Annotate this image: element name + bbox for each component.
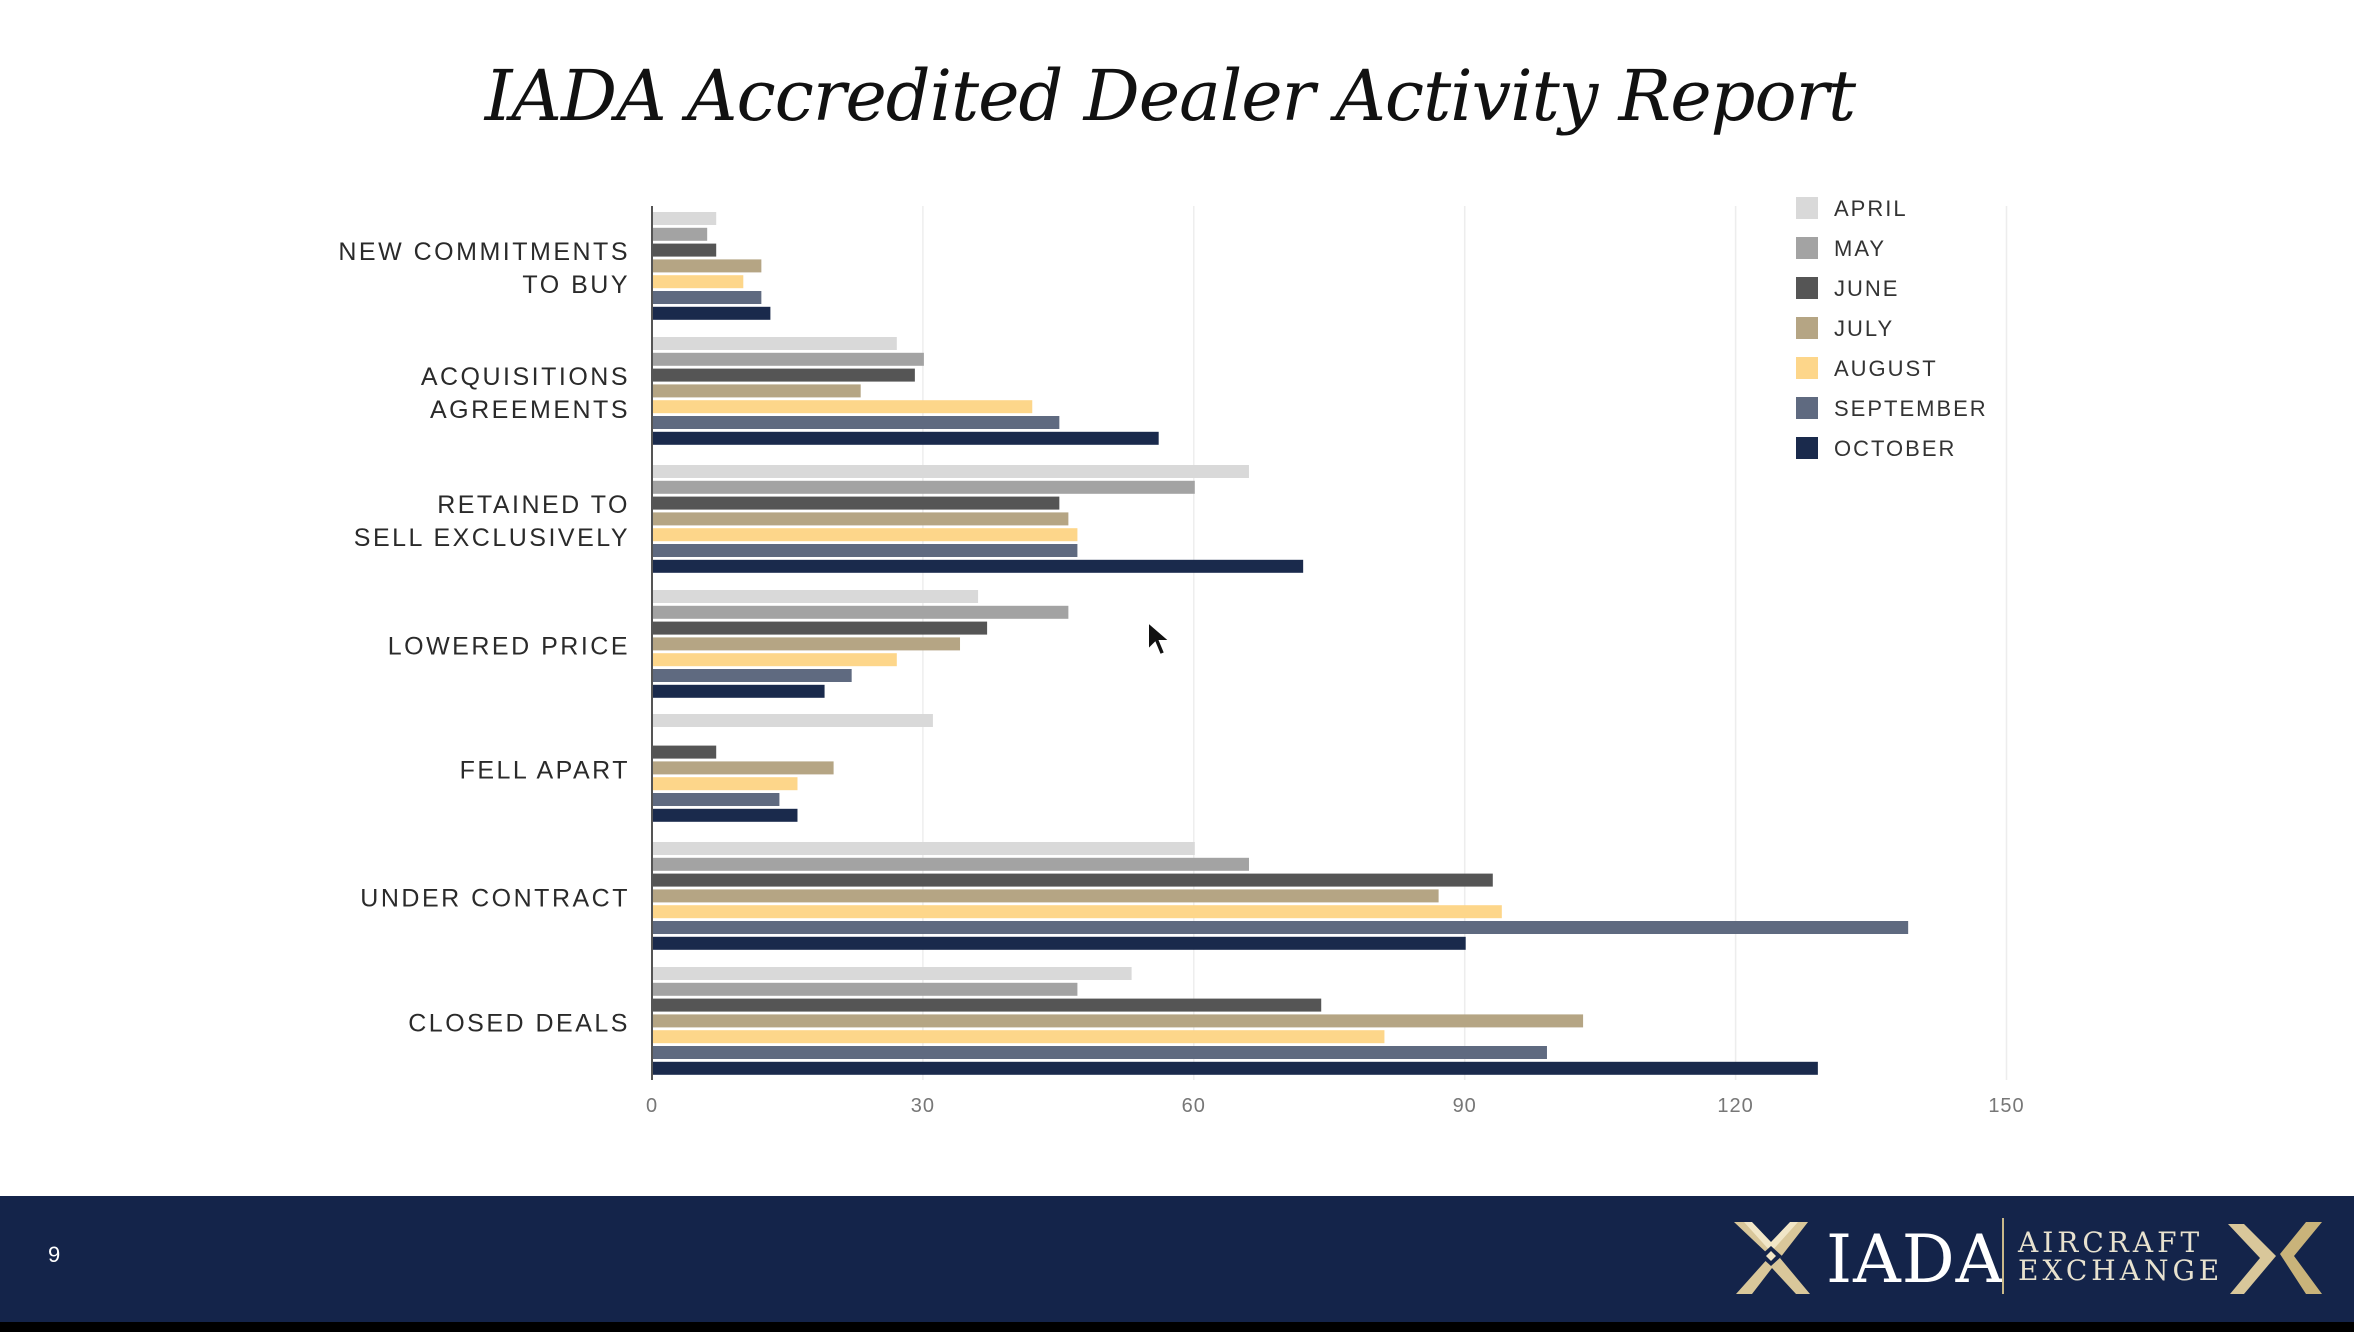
bar-august-4 <box>653 777 798 791</box>
bar-october-6 <box>653 1061 1818 1075</box>
bar-may-1 <box>653 352 924 366</box>
legend: APRIL MAY JUNE JULY AUGUST SEPTEMBER OCTOBER <box>1796 196 1988 461</box>
bar-october-2 <box>653 559 1304 573</box>
legend-swatch-may <box>1796 237 1818 259</box>
bar-june-5 <box>653 873 1493 887</box>
category-label: FELL APART <box>460 756 630 784</box>
legend-swatch-august <box>1796 357 1818 379</box>
bar-october-5 <box>653 936 1466 950</box>
x-tick-labels: 0 30 60 90 120 150 <box>646 1095 2024 1117</box>
category-label: TO BUY <box>522 271 630 299</box>
bar-chart: NEW COMMITMENTS TO BUY ACQUISITIONS AGREEME… <box>338 196 2024 1117</box>
bar-september-0 <box>653 291 762 304</box>
bars <box>653 212 1909 1075</box>
legend-label-september: SEPTEMBER <box>1834 396 1988 421</box>
bar-april-3 <box>653 590 979 603</box>
bar-september-6 <box>653 1046 1547 1059</box>
bar-july-6 <box>653 1014 1584 1028</box>
bar-july-3 <box>653 637 961 651</box>
bar-april-0 <box>653 212 717 225</box>
legend-label-october: OCTOBER <box>1834 436 1956 461</box>
bar-september-2 <box>653 544 1078 557</box>
grid-lines <box>922 206 2008 1080</box>
legend-label-april: APRIL <box>1834 196 1908 221</box>
bar-july-5 <box>653 889 1439 903</box>
logo-divider <box>2002 1218 2004 1294</box>
legend-swatch-october <box>1796 437 1818 459</box>
x-tick-label: 90 <box>1453 1095 1477 1117</box>
bar-october-4 <box>653 808 798 822</box>
logo-sub-line1: AIRCRAFT <box>2018 1226 2204 1259</box>
bar-september-1 <box>653 416 1060 429</box>
category-labels: NEW COMMITMENTS TO BUY ACQUISITIONS AGREEME… <box>338 238 630 1038</box>
legend-label-june: JUNE <box>1834 276 1899 301</box>
bar-october-3 <box>653 684 825 698</box>
bar-september-4 <box>653 793 780 806</box>
bar-september-3 <box>653 669 852 682</box>
bar-april-4 <box>653 714 933 727</box>
bar-october-0 <box>653 306 771 320</box>
bar-may-0 <box>653 227 708 241</box>
screen-bottom-edge <box>0 1322 2354 1332</box>
category-label: AGREEMENTS <box>430 396 630 424</box>
bar-june-4 <box>653 745 717 759</box>
bar-april-5 <box>653 842 1195 855</box>
bar-june-2 <box>653 496 1060 510</box>
legend-swatch-june <box>1796 277 1818 299</box>
bar-july-4 <box>653 761 834 775</box>
bar-august-2 <box>653 528 1078 542</box>
category-label: SELL EXCLUSIVELY <box>354 524 630 552</box>
bar-may-3 <box>653 605 1069 619</box>
exchange-x-mark-icon <box>2228 1222 2322 1294</box>
bar-august-1 <box>653 400 1033 414</box>
bar-may-2 <box>653 480 1195 494</box>
category-label: LOWERED PRICE <box>388 632 630 660</box>
bar-august-6 <box>653 1030 1385 1044</box>
legend-swatch-april <box>1796 197 1818 219</box>
x-tick-label: 0 <box>646 1095 658 1117</box>
legend-label-may: MAY <box>1834 236 1886 261</box>
x-tick-label: 60 <box>1182 1095 1206 1117</box>
category-label: RETAINED TO <box>437 491 630 519</box>
bar-august-3 <box>653 653 897 667</box>
bar-may-6 <box>653 982 1078 996</box>
page-number: 9 <box>48 1242 61 1267</box>
bar-october-1 <box>653 431 1159 445</box>
legend-label-august: AUGUST <box>1834 356 1938 381</box>
logo-wordmark: IADA <box>1826 1221 2005 1298</box>
x-tick-label: 30 <box>911 1095 935 1117</box>
bar-april-2 <box>653 465 1249 478</box>
category-label: ACQUISITIONS <box>421 363 630 391</box>
bar-june-0 <box>653 243 717 257</box>
bar-september-5 <box>653 921 1909 934</box>
category-label: NEW COMMITMENTS <box>338 238 630 266</box>
bar-july-1 <box>653 384 861 398</box>
bar-may-5 <box>653 857 1249 871</box>
x-tick-label: 120 <box>1717 1095 1753 1117</box>
x-tick-label: 150 <box>1988 1095 2024 1117</box>
bar-june-3 <box>653 621 988 635</box>
bar-august-0 <box>653 275 744 289</box>
bar-july-0 <box>653 259 762 273</box>
bar-june-1 <box>653 368 915 382</box>
logo-sub-line2: EXCHANGE <box>2018 1254 2224 1287</box>
category-label: UNDER CONTRACT <box>360 884 630 912</box>
legend-swatch-september <box>1796 397 1818 419</box>
slide-title: IADA Accredited Dealer Activity Report <box>484 55 1856 137</box>
bar-april-6 <box>653 967 1132 980</box>
bar-april-1 <box>653 337 897 350</box>
legend-swatch-july <box>1796 317 1818 339</box>
bar-august-5 <box>653 905 1502 919</box>
bar-july-2 <box>653 512 1069 526</box>
iada-aircraft-exchange-logo: IADA AIRCRAFT EXCHANGE <box>1730 1214 2330 1304</box>
footer-bar: 9 IADA AIRCRAFT EXCHANGE <box>0 1196 2354 1322</box>
category-label: CLOSED DEALS <box>408 1009 630 1037</box>
bar-june-6 <box>653 998 1322 1012</box>
iada-star-mark-icon <box>1734 1222 1810 1294</box>
legend-label-july: JULY <box>1834 316 1894 341</box>
mouse-cursor-icon <box>1147 620 1173 657</box>
